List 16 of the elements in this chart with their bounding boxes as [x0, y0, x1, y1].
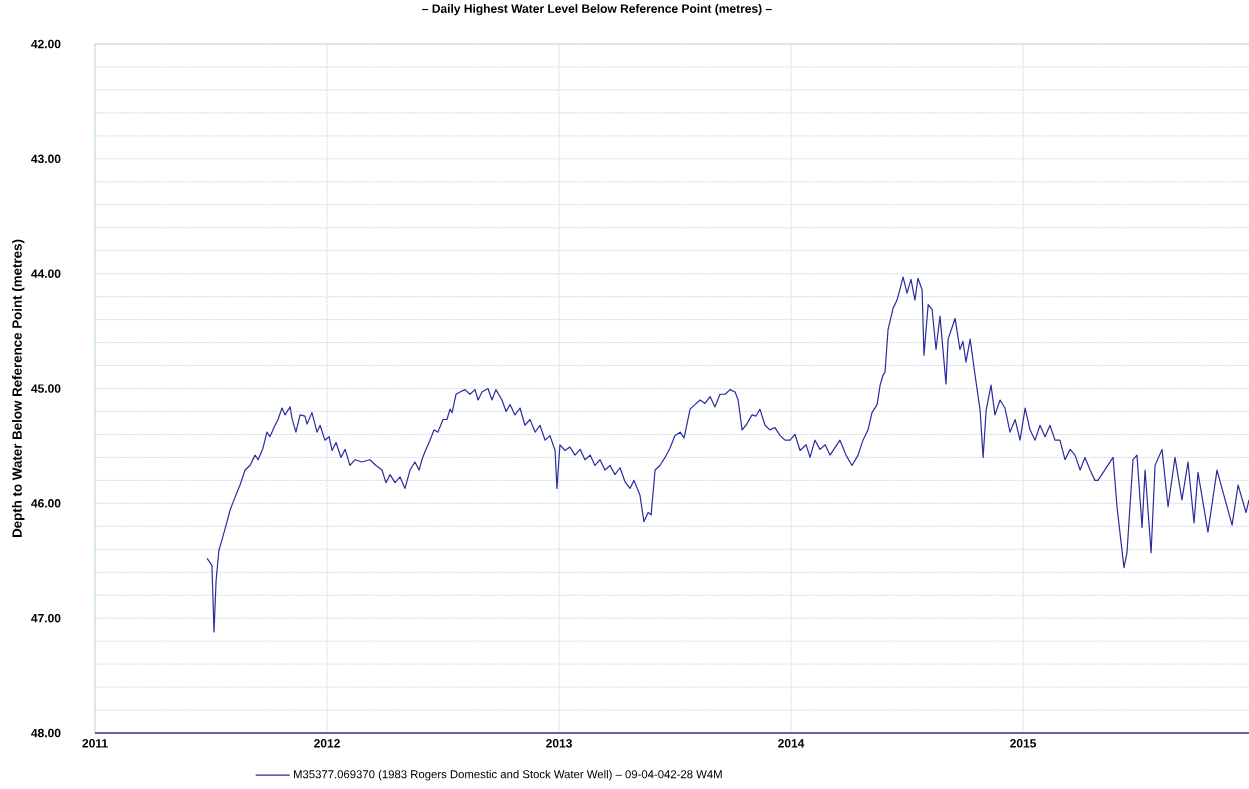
- y-tick-label: 47.00: [31, 613, 61, 623]
- y-axis-title: Depth to Water Below Reference Point (metres): [12, 239, 25, 538]
- x-tick-label: 2013: [546, 739, 572, 748]
- y-tick-label: 45.00: [31, 384, 61, 393]
- y-tick-label: 43.00: [31, 154, 61, 164]
- x-tick-label: 2015: [1010, 739, 1037, 748]
- y-tick-label: 48.00: [31, 728, 61, 738]
- x-tick-label: 2014: [778, 739, 805, 748]
- x-tick-label: 2012: [314, 739, 340, 748]
- x-tick-label: 2011: [82, 739, 108, 748]
- line-series: [206, 276, 1249, 633]
- y-tick-label: 44.00: [31, 269, 61, 278]
- y-tick-label: 42.00: [31, 39, 61, 49]
- chart-title: – Daily Highest Water Level Below Reference Point (metres) –: [422, 4, 772, 16]
- legend-label: M35377.069370 (1983 Rogers Domestic and Stock Water Well) – 09-04-042-28 W4M: [293, 769, 722, 781]
- y-tick-label: 46.00: [31, 499, 61, 508]
